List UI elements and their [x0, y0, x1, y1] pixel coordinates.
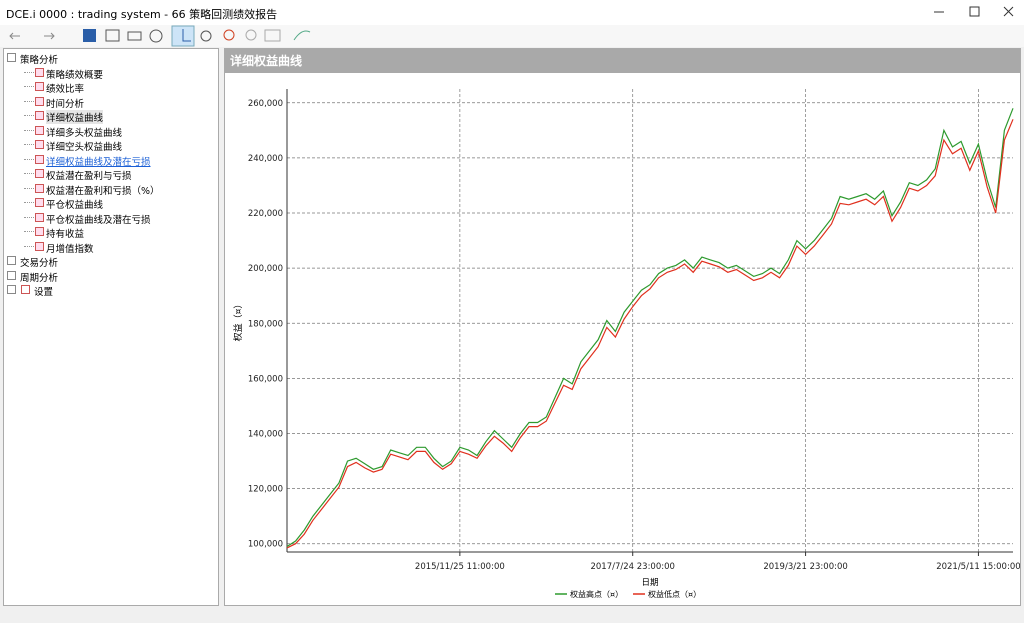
toolbar: [0, 25, 1024, 47]
line-series: [286, 108, 1014, 548]
tree-node[interactable]: 设置: [34, 287, 54, 298]
tree-line: [24, 100, 34, 102]
tree-node[interactable]: 周期分析: [20, 272, 59, 284]
title-bar: DCE.i 0000 : trading system - 66 策略回测绩效报…: [0, 0, 1024, 25]
zoom-out[interactable]: [245, 29, 257, 41]
tree-panel: 策略分析策略绩效概要 绩效比率时间分析 详细权益曲线详细多头权益曲线 详细空头权益曲线…: [3, 48, 219, 606]
tree-item[interactable]: 绩效比率: [46, 84, 85, 95]
tree-line: [24, 202, 34, 203]
tree-icon: [35, 198, 44, 207]
x-axis-label: 日期: [641, 578, 658, 588]
tree-item[interactable]: 详细权益曲线及潜在亏损: [46, 156, 151, 168]
tree-node[interactable]: 策略分析: [20, 55, 59, 66]
tree-icon: [35, 212, 44, 222]
tree-node[interactable]: 交易分析: [20, 258, 59, 269]
tree-icon: [21, 285, 30, 294]
tree-line: [24, 216, 34, 218]
tree-item[interactable]: 详细多头权益曲线: [46, 127, 123, 139]
legend-label: 权益高点（¤）: [570, 589, 623, 599]
settings[interactable]: [149, 29, 163, 43]
window-controls: [934, 6, 1014, 17]
y-tick-label: 100,000: [248, 540, 283, 550]
maximize[interactable]: [969, 6, 980, 17]
plot-area: [287, 89, 1013, 552]
reset-zoom[interactable]: [264, 29, 281, 42]
tree-item[interactable]: 权益潜在盈利和亏损（%）: [46, 185, 160, 197]
legend-label: 权益低点（¤）: [648, 589, 701, 599]
expander[interactable]: [7, 53, 16, 62]
y-tick-label: 200,000: [248, 264, 283, 274]
tree-icon: [35, 241, 44, 251]
chart: 100,000 120,000 140,000 160,000 180,000 200,0…: [232, 89, 1020, 599]
tree-line: [24, 173, 34, 174]
expander[interactable]: [7, 285, 16, 294]
tree-item[interactable]: 平仓权益曲线及潜在亏损: [46, 214, 151, 226]
tree-item[interactable]: 月增值指数: [46, 243, 94, 255]
toolbar-icons: [9, 25, 311, 47]
tree-icon: [35, 125, 44, 135]
tree-item[interactable]: 详细权益曲线: [46, 110, 104, 124]
x-tick-label: 2019/3/21 23:00:00: [763, 562, 847, 572]
tree-icon: [35, 227, 44, 236]
tree-line: [24, 245, 34, 247]
tree-item[interactable]: 持有收益: [46, 229, 85, 240]
forward[interactable]: [44, 32, 55, 40]
print[interactable]: [127, 31, 142, 41]
save[interactable]: [83, 29, 96, 42]
x-tick-label: 2017/7/24 23:00:00: [590, 562, 674, 572]
y-tick-label: 260,000: [248, 99, 283, 109]
tree-line: [24, 129, 34, 131]
x-tick-label: 2015/11/25 11:00:00: [415, 562, 505, 572]
tree-line: [24, 187, 34, 189]
close[interactable]: [1003, 6, 1014, 17]
panel-title: 详细权益曲线: [225, 49, 1020, 73]
chart-style[interactable]: [293, 30, 311, 41]
tree-icon: [35, 140, 44, 149]
tree-line: [24, 144, 34, 145]
back[interactable]: [9, 32, 20, 40]
tree-icon: [35, 154, 44, 164]
y-tick-label: 140,000: [248, 429, 283, 439]
tree-item[interactable]: 平仓权益曲线: [46, 200, 104, 211]
pan[interactable]: [200, 30, 212, 42]
x-tick-label: 2021/5/11 15:00:00: [936, 562, 1020, 572]
y-axis-label: 权益（¤）: [232, 300, 244, 342]
tree-item[interactable]: 策略绩效概要: [46, 69, 104, 81]
tree-line: [24, 158, 34, 160]
tree-line: [24, 86, 34, 87]
tree-icon: [35, 82, 44, 91]
expander[interactable]: [7, 256, 16, 265]
tree-line: [24, 231, 34, 232]
y-tick-label: 120,000: [248, 485, 283, 495]
y-tick-label: 160,000: [248, 374, 283, 384]
tree-item[interactable]: 权益潜在盈利与亏损: [46, 171, 132, 182]
tree-icon: [35, 169, 44, 178]
tree-line: [24, 71, 34, 73]
y-tick-label: 240,000: [248, 154, 283, 164]
tree-icon: [35, 111, 44, 120]
y-tick-label: 180,000: [248, 319, 283, 329]
tree-icon: [35, 67, 44, 77]
cursor-icon: [182, 29, 191, 42]
chart-panel: 详细权益曲线 100,000 120,000 140,000 160,000 180,0…: [224, 48, 1021, 606]
y-tick-label: 220,000: [248, 209, 283, 219]
tree-icon: [35, 183, 44, 193]
zoom-in[interactable]: [223, 29, 235, 41]
window-title: DCE.i 0000 : trading system - 66 策略回测绩效报…: [6, 8, 278, 21]
tree-line: [24, 115, 34, 116]
tree-item[interactable]: 详细空头权益曲线: [46, 142, 123, 153]
tree-icon: [35, 96, 44, 106]
expander[interactable]: [7, 270, 16, 280]
line-series: [286, 119, 1014, 549]
open[interactable]: [105, 29, 120, 42]
tree-item[interactable]: 时间分析: [46, 98, 85, 110]
